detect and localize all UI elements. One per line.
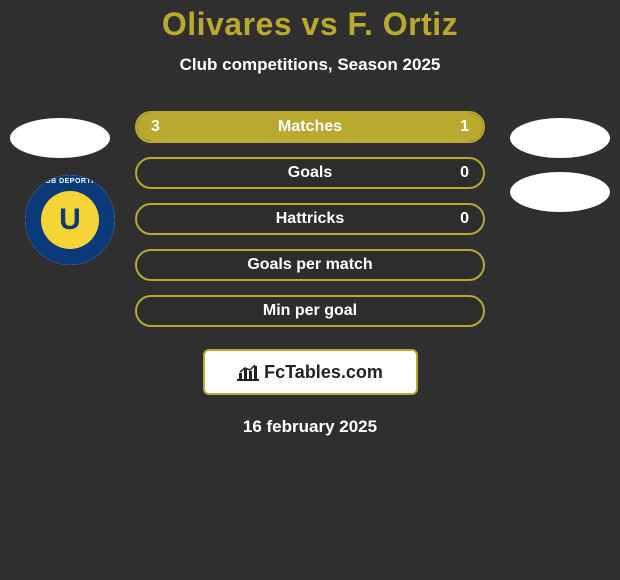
- stat-row: Goals0: [135, 157, 485, 189]
- avatar-left-player: [10, 118, 110, 158]
- badge-inner: U: [41, 191, 99, 249]
- avatar-right-player: [510, 118, 610, 158]
- stat-value-right: 0: [460, 210, 469, 228]
- stat-value-right: 0: [460, 164, 469, 182]
- stat-label: Matches: [137, 118, 483, 136]
- subtitle: Club competitions, Season 2025: [0, 55, 620, 75]
- stats-list: Matches31Goals0Hattricks0Goals per match…: [135, 111, 485, 327]
- stat-value-right: 1: [460, 118, 469, 136]
- attribution-badge: FcTables.com: [203, 349, 418, 395]
- stat-label: Hattricks: [137, 210, 483, 228]
- stat-row: Matches3 1: [135, 111, 485, 143]
- comparison-card: Olivares vs F. Ortiz Club competitions, …: [0, 0, 620, 580]
- club-badge: CLUB DEPORTIVO U: [25, 175, 115, 265]
- stat-row: Hattricks0: [135, 203, 485, 235]
- page-title: Olivares vs F. Ortiz: [0, 6, 620, 43]
- player-left-name: Olivares: [162, 6, 292, 42]
- player-right-name: F. Ortiz: [348, 6, 459, 42]
- vs-text: vs: [302, 6, 339, 42]
- date-text: 16 february 2025: [0, 417, 620, 437]
- badge-letter: U: [59, 203, 81, 237]
- stat-label: Goals per match: [137, 256, 483, 274]
- stat-label: Min per goal: [137, 302, 483, 320]
- chart-icon: [237, 363, 259, 381]
- stat-row: Min per goal: [135, 295, 485, 327]
- badge-top-text: CLUB DEPORTIVO: [25, 178, 115, 185]
- avatar-left-club: CLUB DEPORTIVO U: [25, 175, 115, 265]
- stat-value-left: 3: [151, 118, 160, 136]
- avatar-right-club: [510, 172, 610, 212]
- stat-label: Goals: [137, 164, 483, 182]
- stat-row: Goals per match: [135, 249, 485, 281]
- attribution-text: FcTables.com: [264, 362, 383, 383]
